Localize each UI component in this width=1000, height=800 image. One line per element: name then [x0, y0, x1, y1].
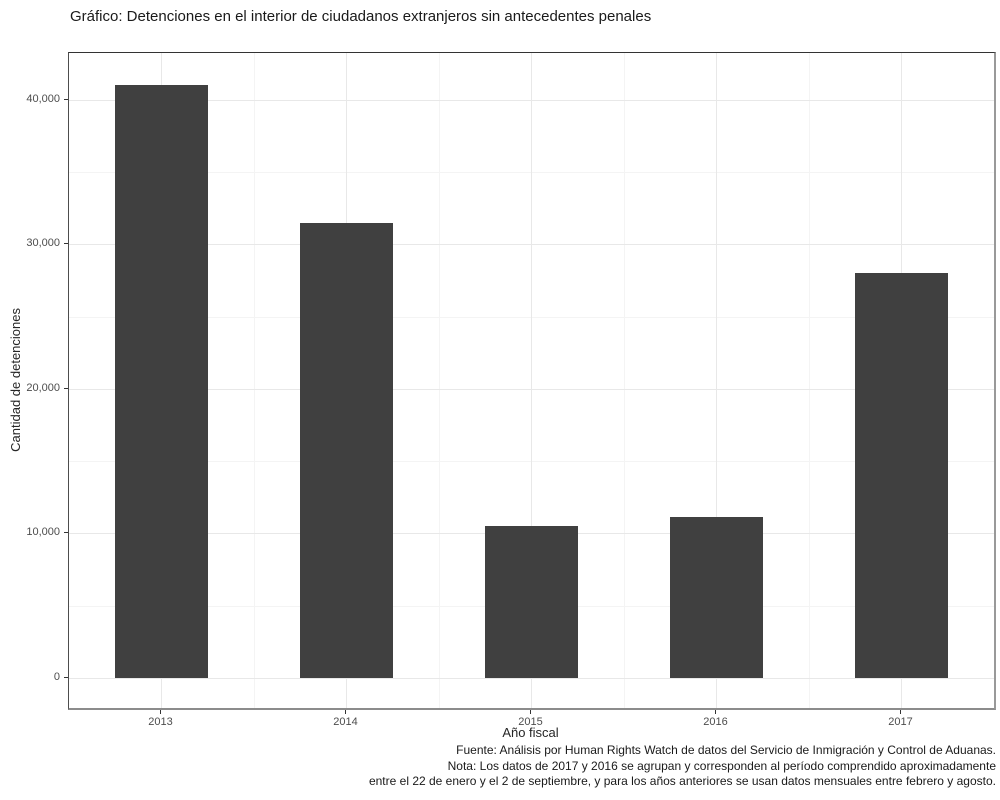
- plot-panel: [68, 52, 996, 710]
- caption-note-line-1: Nota: Los datos de 2017 y 2016 se agrupa…: [447, 758, 996, 773]
- bar-2015: [485, 526, 578, 678]
- x-tick-mark: [160, 710, 161, 714]
- chart-title: Gráfico: Detenciones en el interior de c…: [70, 8, 652, 25]
- x-tick-mark: [715, 710, 716, 714]
- y-tick-label: 40,000: [26, 92, 60, 105]
- y-tick-mark: [64, 677, 68, 678]
- caption-note-line-2: entre el 22 de enero y el 2 de septiembr…: [368, 774, 996, 788]
- y-axis-title-wrap: Cantidad de detenciones: [2, 52, 28, 707]
- bar-2017: [855, 273, 948, 678]
- x-tick-label: 2013: [148, 716, 173, 728]
- y-tick-mark: [64, 387, 68, 389]
- gridline-x-major: [531, 53, 532, 708]
- gridline-x-minor: [439, 53, 440, 708]
- x-tick-mark: [530, 710, 531, 714]
- gridline-x-major: [716, 53, 717, 708]
- gridline-x-minor: [809, 53, 810, 708]
- y-axis: 0 10,000 20,000 30,000 40,000: [0, 52, 68, 712]
- x-axis: 2013 2014 2015 2016 2017: [68, 710, 993, 730]
- x-tick-label: 2017: [888, 716, 913, 728]
- x-axis-title: Año fiscal: [502, 725, 559, 740]
- x-tick-label: 2014: [333, 716, 358, 728]
- y-tick-mark: [64, 243, 68, 245]
- caption-source-line: Fuente: Análisis por Human Rights Watch …: [456, 743, 996, 757]
- bar-2016: [670, 517, 763, 678]
- y-tick-label: 20,000: [26, 381, 60, 394]
- y-axis-title: Cantidad de detenciones: [7, 307, 23, 452]
- gridline-x-minor: [254, 53, 255, 708]
- y-tick-label: 30,000: [26, 237, 60, 250]
- x-tick-mark: [900, 710, 901, 714]
- y-tick-label: 10,000: [26, 526, 60, 539]
- y-tick-label: 0: [53, 671, 60, 683]
- bar-2013: [115, 85, 208, 678]
- x-tick-mark: [345, 710, 346, 714]
- bar-2014: [300, 222, 393, 678]
- x-tick-label: 2015: [518, 716, 543, 728]
- chart-caption: Fuente: Análisis por Human Rights Watch …: [369, 743, 996, 790]
- y-tick-mark: [64, 98, 68, 100]
- gridline-x-minor: [624, 53, 625, 708]
- x-tick-label: 2016: [703, 716, 728, 728]
- y-tick-mark: [64, 532, 68, 534]
